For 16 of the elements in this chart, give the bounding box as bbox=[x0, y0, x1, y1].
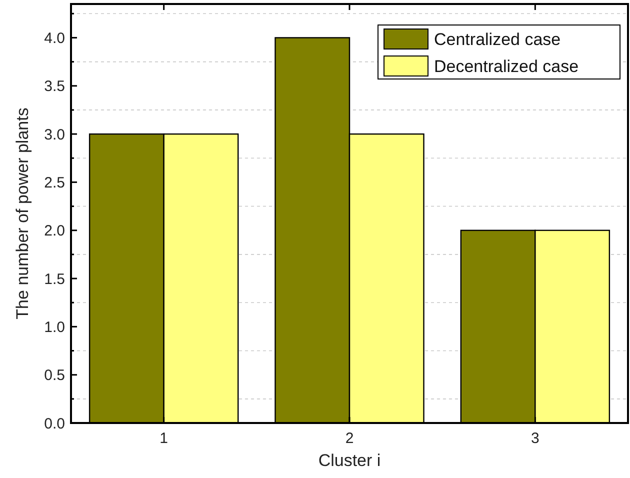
x-axis-title: Cluster i bbox=[318, 451, 381, 470]
y-tick-label: 4.0 bbox=[44, 30, 65, 47]
y-tick-label: 1.5 bbox=[44, 270, 65, 288]
x-tick-label: 1 bbox=[160, 430, 168, 447]
y-tick-label: 1.0 bbox=[44, 318, 65, 336]
y-tick-label: 3.5 bbox=[44, 78, 65, 96]
y-tick-label: 3.0 bbox=[44, 126, 65, 144]
y-axis-title: The number of power plants bbox=[13, 108, 32, 320]
legend-label: Decentralized case bbox=[434, 56, 579, 76]
y-tick-label: 2.5 bbox=[44, 174, 65, 192]
y-tick-label: 2.0 bbox=[44, 222, 65, 240]
x-tick-label: 3 bbox=[530, 430, 540, 447]
legend-label: Centralized case bbox=[434, 30, 561, 49]
x-tick-label: 2 bbox=[345, 430, 354, 447]
y-tick-label: 0.0 bbox=[44, 415, 65, 432]
y-tick-label: 0.5 bbox=[44, 367, 65, 384]
